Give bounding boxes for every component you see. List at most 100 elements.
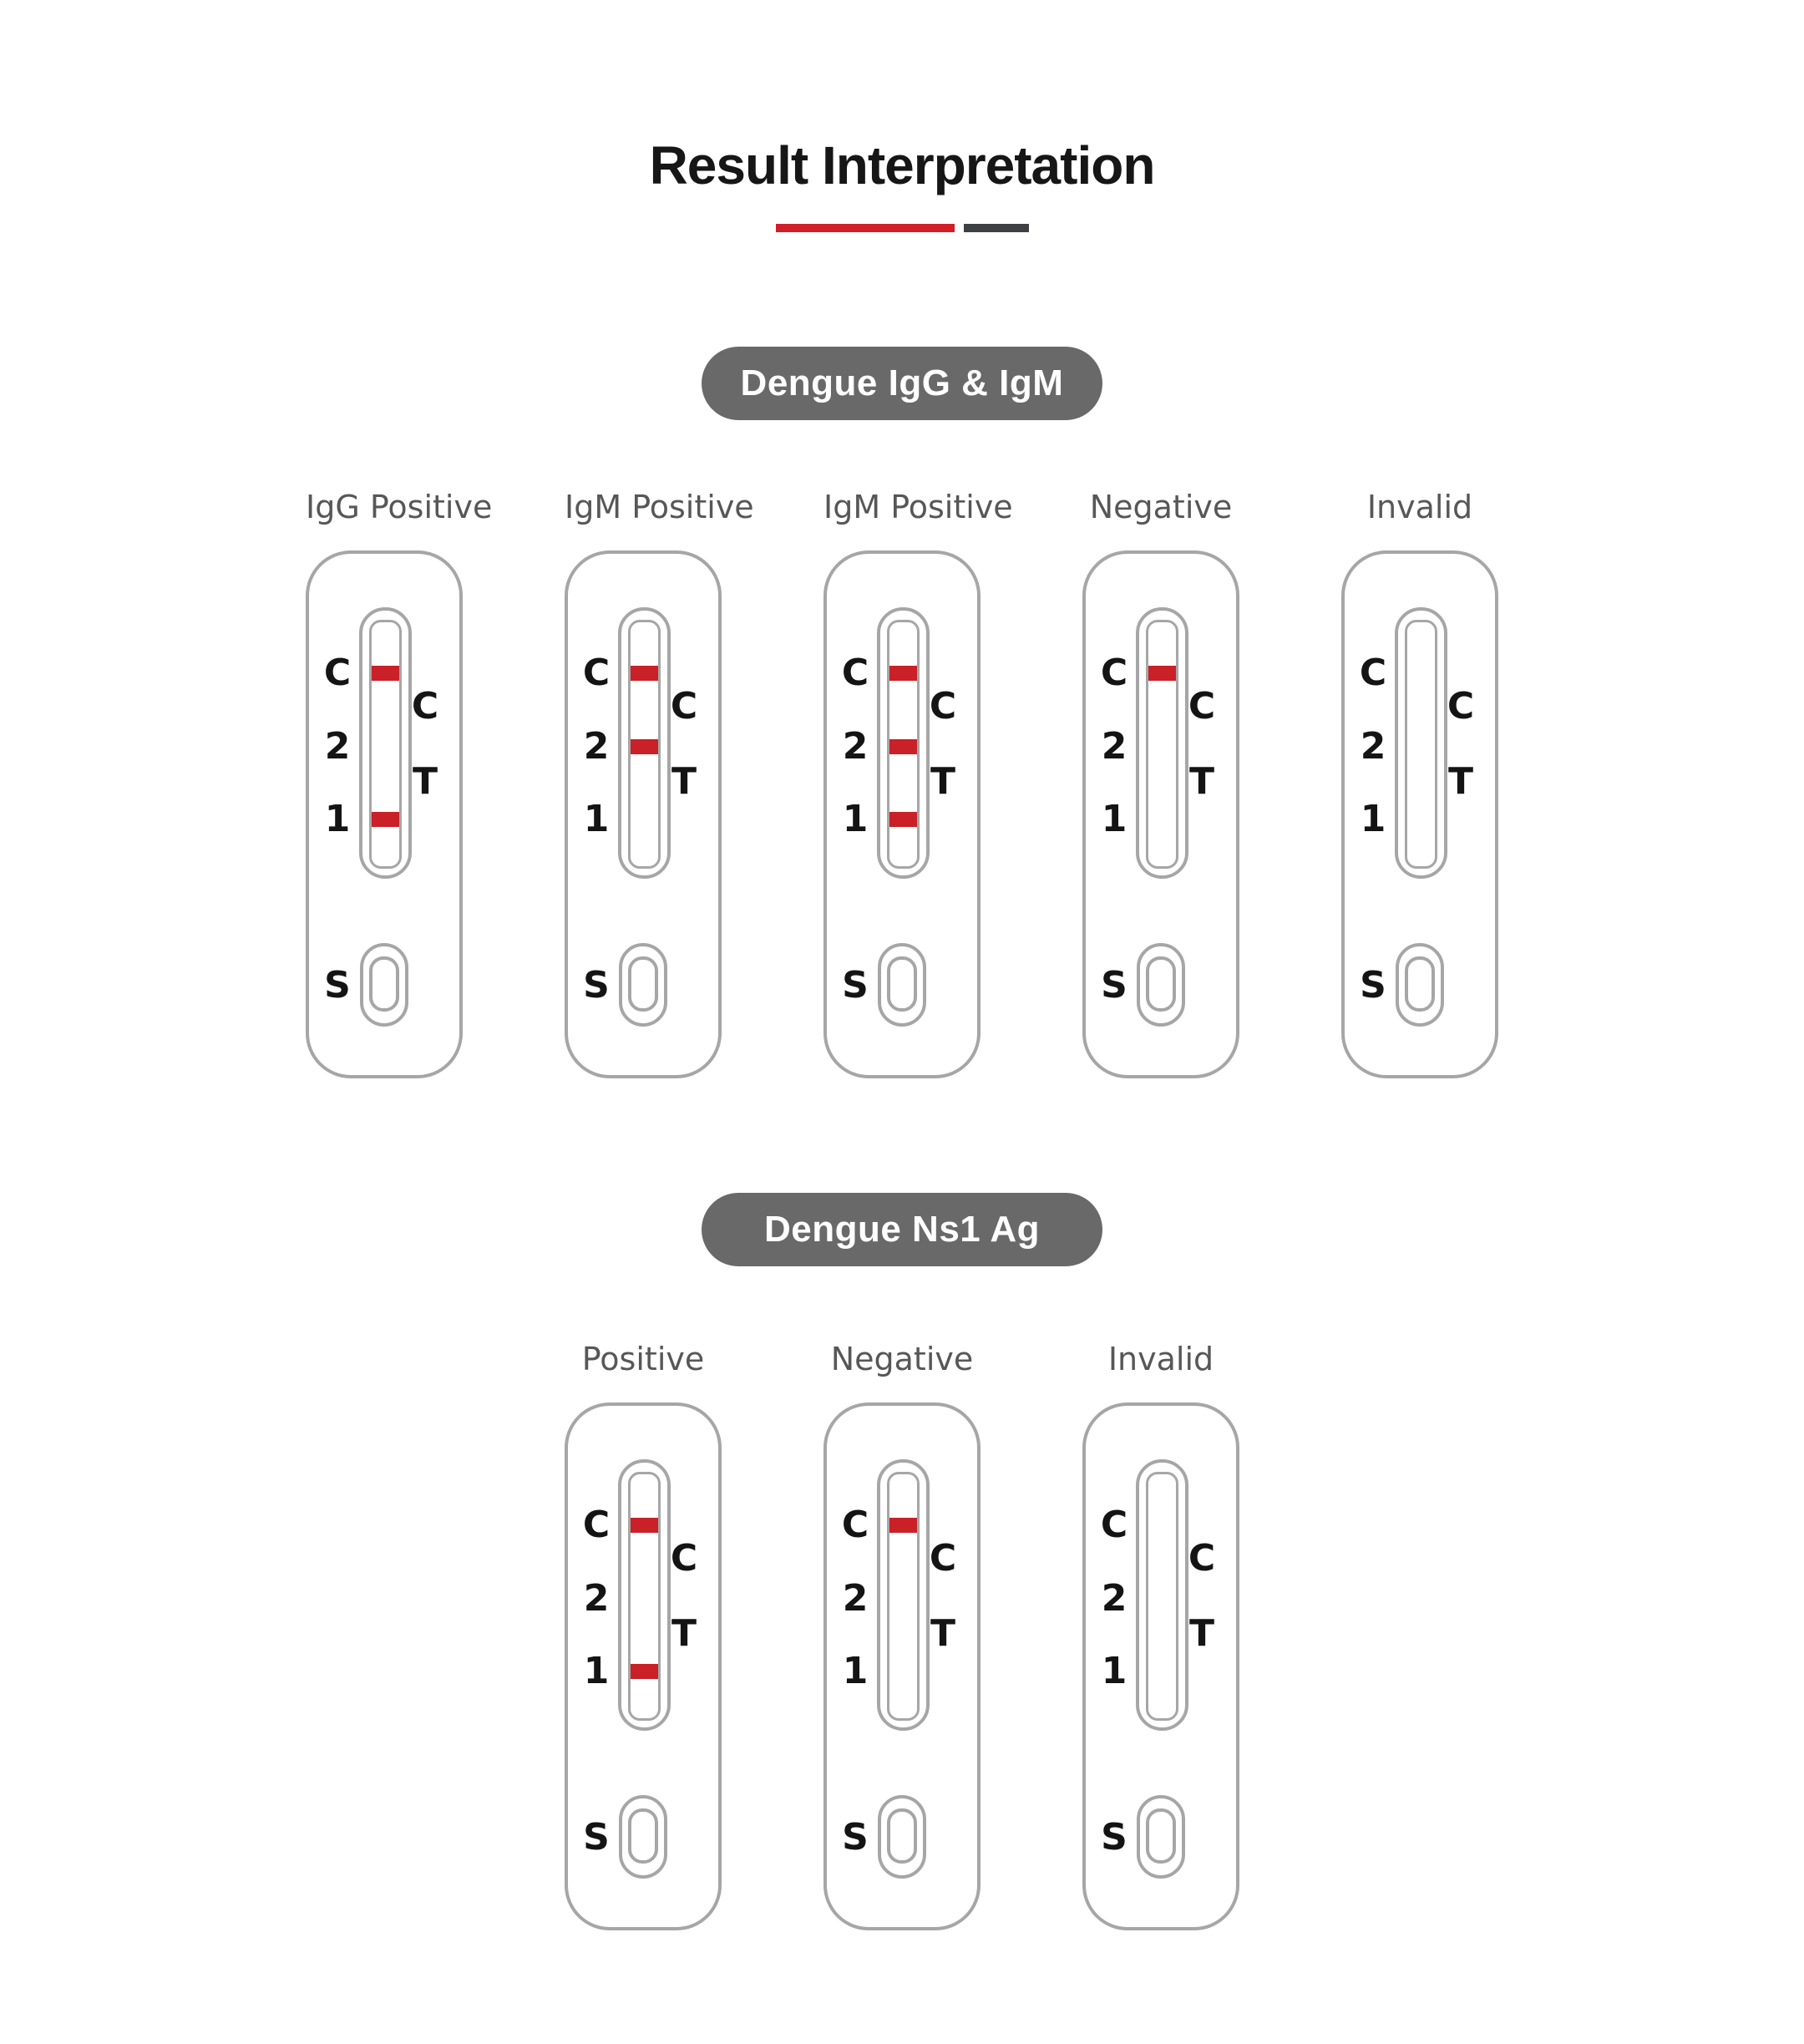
- sample-well: [619, 1795, 667, 1879]
- sample-well: [619, 943, 667, 1027]
- sample-well: [360, 943, 408, 1027]
- right-marking-t: T: [1447, 760, 1473, 803]
- result-label: IgM Positive: [823, 489, 1013, 525]
- sample-well: [1396, 943, 1444, 1027]
- sample-marking-s: S: [1360, 964, 1386, 1007]
- cassette-body: C 2 1 C T S: [1082, 550, 1239, 1078]
- result-label: Invalid: [1107, 1341, 1214, 1377]
- cassette-column: Negative C 2 1 C T S: [823, 1338, 981, 1930]
- left-marking-c: C: [841, 1504, 869, 1546]
- cassette-body: C 2 1 C T S: [823, 1402, 981, 1930]
- test-window: [618, 607, 671, 879]
- right-marking-c: C: [670, 685, 698, 728]
- cassette-body: C 2 1 C T S: [306, 550, 463, 1078]
- right-marking-t: T: [1188, 1612, 1214, 1655]
- sample-marking-s: S: [324, 964, 351, 1007]
- test-strip: [887, 620, 920, 869]
- divider-dark-segment: [963, 224, 1029, 232]
- test-window: [1395, 607, 1447, 879]
- right-marking-t: T: [671, 1612, 697, 1655]
- right-marking-c: C: [1188, 1537, 1216, 1580]
- left-marking-2: 2: [324, 725, 351, 768]
- result-label: Negative: [1089, 489, 1233, 525]
- cassette-column: Invalid C 2 1 C T S: [1082, 1338, 1239, 1930]
- result-label: Negative: [830, 1341, 974, 1377]
- page-title: Result Interpretation: [649, 135, 1156, 195]
- cassette-body: C 2 1 C T S: [823, 550, 981, 1078]
- sample-marking-s: S: [1101, 964, 1128, 1007]
- sample-well-inner: [628, 956, 658, 1012]
- right-marking-c: C: [1188, 685, 1216, 728]
- right-marking-c: C: [411, 685, 439, 728]
- left-marking-1: 1: [1101, 1650, 1128, 1692]
- cassette-column: Positive C 2 1 C T S: [565, 1338, 722, 1930]
- cassette-column: Invalid C 2 1 C T S: [1341, 486, 1498, 1078]
- test-strip: [1405, 620, 1437, 869]
- right-marking-t: T: [930, 760, 955, 803]
- left-marking-2: 2: [583, 1577, 610, 1620]
- sample-well-inner: [628, 1808, 658, 1864]
- test-strip: [887, 1472, 920, 1721]
- cassette-column: IgM Positive C 2 1 C T S: [823, 486, 1013, 1078]
- test-strip: [369, 620, 402, 869]
- right-marking-c: C: [670, 1537, 698, 1580]
- test-strip: [1146, 620, 1178, 869]
- sample-well-inner: [369, 956, 399, 1012]
- section-badge-ns1-ag: Dengue Ns1 Ag: [702, 1193, 1102, 1266]
- control-line-band: [631, 666, 658, 681]
- left-marking-1: 1: [324, 798, 351, 840]
- left-marking-2: 2: [583, 725, 610, 768]
- sample-marking-s: S: [842, 964, 869, 1007]
- title-divider: [0, 224, 1804, 232]
- test-line-1-band: [631, 1664, 658, 1679]
- left-marking-1: 1: [583, 798, 610, 840]
- sample-well: [1137, 943, 1185, 1027]
- left-marking-c: C: [1100, 1504, 1128, 1546]
- test-strip: [628, 620, 661, 869]
- left-marking-2: 2: [842, 1577, 869, 1620]
- section-badge-igg-igm: Dengue IgG & IgM: [702, 347, 1102, 420]
- sample-well-inner: [887, 956, 917, 1012]
- test-window: [1136, 1459, 1188, 1731]
- sample-marking-s: S: [842, 1816, 869, 1859]
- sample-well: [878, 1795, 926, 1879]
- control-line-band: [372, 666, 399, 681]
- test-window: [1136, 607, 1188, 879]
- test-line-2-band: [889, 739, 917, 754]
- test-window: [877, 607, 930, 879]
- right-marking-t: T: [671, 760, 697, 803]
- left-marking-1: 1: [842, 1650, 869, 1692]
- cassette-column: Negative C 2 1 C T S: [1082, 486, 1239, 1078]
- cassette-body: C 2 1 C T S: [565, 1402, 722, 1930]
- cassette-row-ns1-ag: Positive C 2 1 C T S Negative: [0, 1338, 1804, 1930]
- left-marking-2: 2: [1101, 1577, 1128, 1620]
- control-line-band: [1148, 666, 1176, 681]
- result-label: Invalid: [1366, 489, 1473, 525]
- sample-marking-s: S: [583, 964, 610, 1007]
- right-marking-c: C: [1447, 685, 1475, 728]
- divider-red-segment: [775, 224, 955, 232]
- result-label: Positive: [581, 1341, 705, 1377]
- left-marking-c: C: [1100, 652, 1128, 694]
- control-line-band: [889, 1518, 917, 1533]
- test-line-2-band: [631, 739, 658, 754]
- section-badge-ns1-ag-wrap: Dengue Ns1 Ag: [0, 1193, 1804, 1266]
- cassette-row-igg-igm: IgG Positive C 2 1 C T S IgM Positive: [0, 486, 1804, 1078]
- left-marking-2: 2: [1360, 725, 1386, 768]
- control-line-band: [631, 1518, 658, 1533]
- sample-well: [1137, 1795, 1185, 1879]
- left-marking-2: 2: [842, 725, 869, 768]
- left-marking-1: 1: [583, 1650, 610, 1692]
- sample-marking-s: S: [1101, 1816, 1128, 1859]
- control-line-band: [889, 666, 917, 681]
- left-marking-2: 2: [1101, 725, 1128, 768]
- cassette-body: C 2 1 C T S: [565, 550, 722, 1078]
- test-window: [359, 607, 412, 879]
- test-strip: [1146, 1472, 1178, 1721]
- cassette-column: IgG Positive C 2 1 C T S: [306, 486, 492, 1078]
- left-marking-1: 1: [1360, 798, 1386, 840]
- test-line-1-band: [889, 812, 917, 827]
- sample-well-inner: [1405, 956, 1435, 1012]
- sample-well-inner: [1146, 1808, 1176, 1864]
